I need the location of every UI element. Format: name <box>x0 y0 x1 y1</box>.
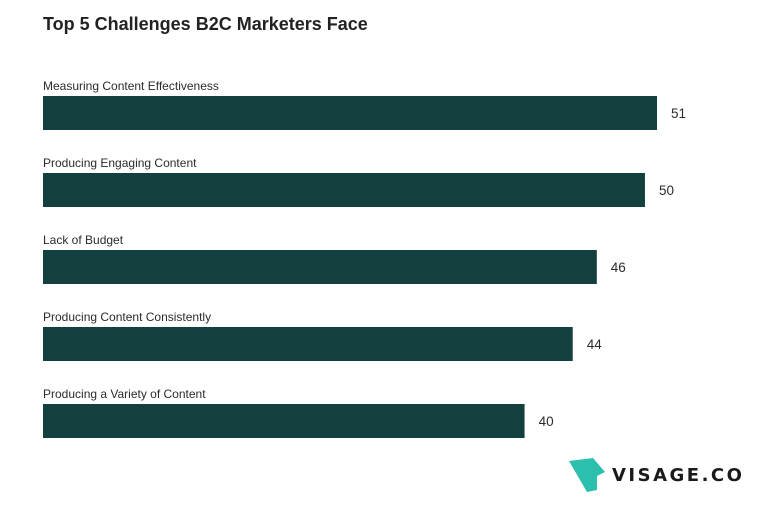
visage-logo: VISAGE.CO <box>567 456 742 496</box>
category-label: Measuring Content Effectiveness <box>43 79 219 93</box>
category-label: Producing a Variety of Content <box>43 387 206 401</box>
bar <box>43 250 597 284</box>
value-label: 51 <box>671 106 686 121</box>
value-label: 40 <box>539 414 554 429</box>
value-label: 46 <box>611 260 626 275</box>
category-label: Producing Engaging Content <box>43 156 197 170</box>
category-label: Producing Content Consistently <box>43 310 211 324</box>
chart-title: Top 5 Challenges B2C Marketers Face <box>43 14 368 34</box>
value-label: 44 <box>587 337 603 352</box>
visage-logo-icon <box>569 458 605 492</box>
bar <box>43 96 657 130</box>
category-label: Lack of Budget <box>43 233 124 247</box>
bar <box>43 327 573 361</box>
bar <box>43 404 525 438</box>
bar <box>43 173 645 207</box>
value-label: 50 <box>659 183 674 198</box>
visage-logo-text: VISAGE.CO <box>612 465 745 486</box>
